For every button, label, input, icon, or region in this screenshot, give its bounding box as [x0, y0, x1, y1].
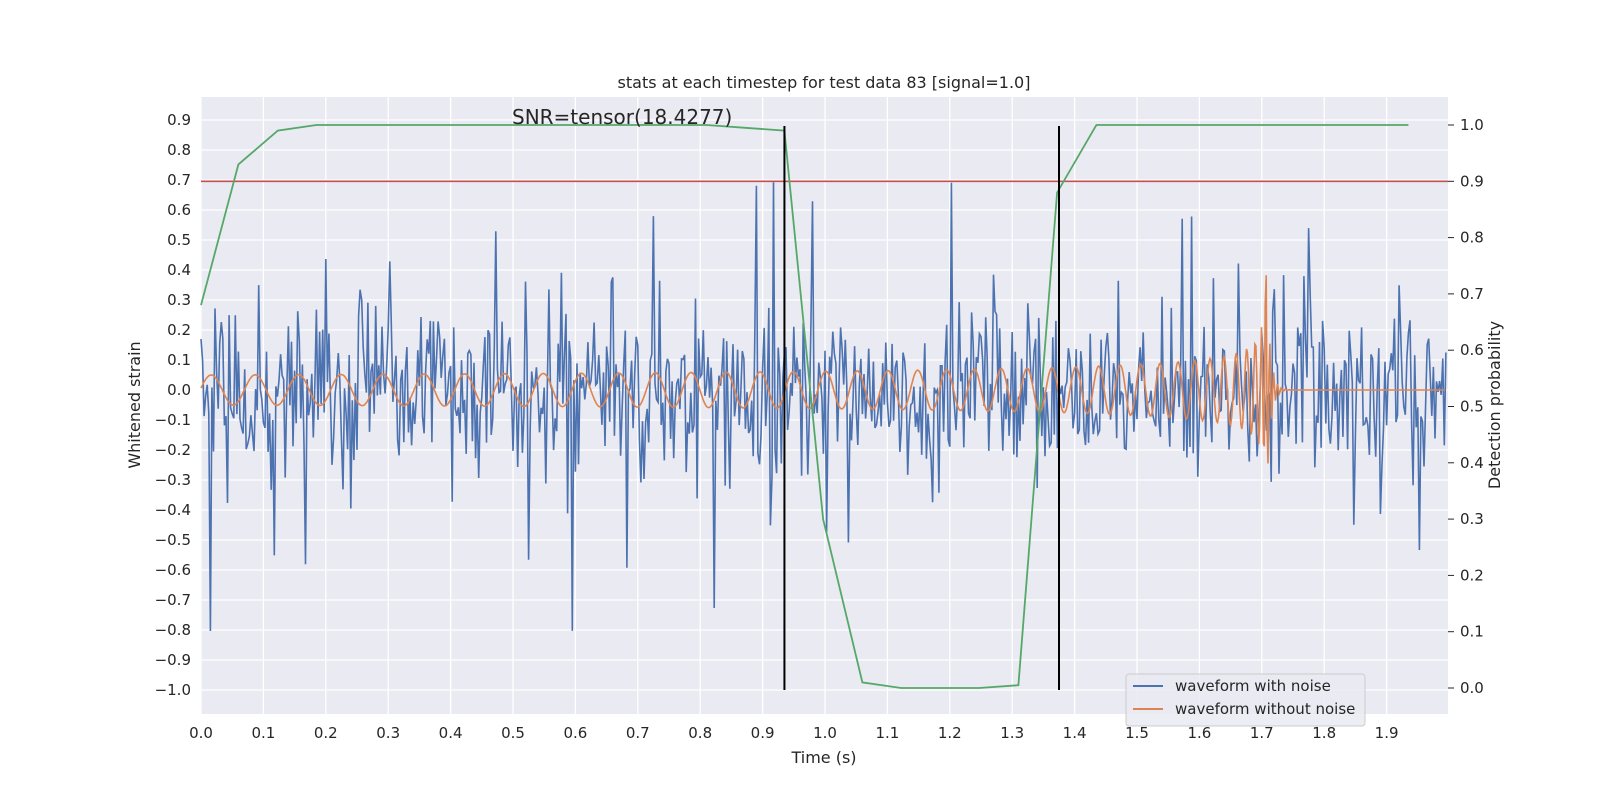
y-tick-label: −0.9: [155, 651, 191, 669]
y-tick-label: 0.8: [167, 141, 191, 159]
y2-tick-label: 0.3: [1460, 510, 1484, 528]
y2-tick-label: 0.0: [1460, 679, 1484, 697]
series-layer: [200, 124, 1448, 690]
y2-tick-label: 0.8: [1460, 229, 1484, 247]
y2-tick-label: 0.6: [1460, 341, 1484, 359]
y-tick-label: −0.8: [155, 621, 191, 639]
y-tick-label: 0.1: [167, 351, 191, 369]
chart-title: stats at each timestep for test data 83 …: [618, 73, 1031, 92]
x-tick-label: 0.4: [439, 724, 463, 742]
y-tick-label: 0.0: [167, 381, 191, 399]
x-tick-label: 1.7: [1250, 724, 1274, 742]
x-tick-label: 0.8: [688, 724, 712, 742]
x-axis-label: Time (s): [790, 748, 856, 767]
y-tick-label: 0.2: [167, 321, 191, 339]
y-tick-label: 0.7: [167, 171, 191, 189]
x-tick-label: 1.0: [813, 724, 837, 742]
y-tick-label: −0.5: [155, 531, 191, 549]
y-tick-label: −0.1: [155, 411, 191, 429]
y-tick-label: −0.6: [155, 561, 191, 579]
legend-label-noisy: waveform with noise: [1175, 677, 1331, 695]
series-line-noisy: [200, 182, 1447, 632]
x-tick-label: 0.9: [751, 724, 775, 742]
y-tick-label: −0.3: [155, 471, 191, 489]
axes-layer: 0.0 0.1 0.2 0.3 0.4 0.5 0.6 0.7 0.8 0.9 1.0 1.1 1.2 1…: [155, 111, 1484, 742]
snr-annotation: SNR=tensor(18.4277): [512, 105, 732, 129]
y2-tick-label: 0.9: [1460, 172, 1484, 190]
y-tick-label: −0.7: [155, 591, 191, 609]
legend-label-clean: waveform without noise: [1175, 700, 1355, 718]
y-tick-label: −1.0: [155, 681, 191, 699]
y-tick-label: 0.4: [167, 261, 191, 279]
x-tick-label: 1.3: [1000, 724, 1024, 742]
x-tick-label: 1.8: [1312, 724, 1336, 742]
y2-tick-label: 0.1: [1460, 623, 1484, 641]
y-tick-label: 0.6: [167, 201, 191, 219]
x-tick-label: 0.2: [314, 724, 338, 742]
y2-tick-label: 0.4: [1460, 454, 1484, 472]
x-tick-label: 0.6: [563, 724, 587, 742]
x-tick-label: 0.1: [251, 724, 275, 742]
legend-box: [1125, 673, 1366, 727]
y2-tick-label: 1.0: [1460, 116, 1484, 134]
y-tick-label: −0.4: [155, 501, 191, 519]
x-tick-label: 0.5: [501, 724, 525, 742]
y2-tick-label: 0.2: [1460, 566, 1484, 584]
x-tick-label: 1.1: [875, 724, 899, 742]
y2-tick-label: 0.7: [1460, 285, 1484, 303]
detection-probability-line: [200, 124, 1409, 689]
y-tick-label: 0.9: [167, 111, 191, 129]
series-line-clean: [200, 275, 1445, 464]
y-axis-label: Whitened strain: [125, 341, 144, 468]
legend: waveform with noise waveform without noi…: [1125, 673, 1366, 727]
y2-axis-label: Detection probability: [1485, 321, 1504, 489]
x-tick-label: 0.3: [376, 724, 400, 742]
x-tick-label: 0.7: [626, 724, 650, 742]
y-tick-label: −0.2: [155, 441, 191, 459]
y-tick-label: 0.3: [167, 291, 191, 309]
y-tick-label: 0.5: [167, 231, 191, 249]
x-tick-label: 1.6: [1187, 724, 1211, 742]
y2-tick-label: 0.5: [1460, 398, 1484, 416]
x-tick-label: 1.4: [1063, 724, 1087, 742]
x-tick-label: 1.5: [1125, 724, 1149, 742]
x-tick-label: 0.0: [189, 724, 213, 742]
x-tick-label: 1.9: [1375, 724, 1399, 742]
x-tick-label: 1.2: [938, 724, 962, 742]
grid: [200, 97, 1448, 714]
